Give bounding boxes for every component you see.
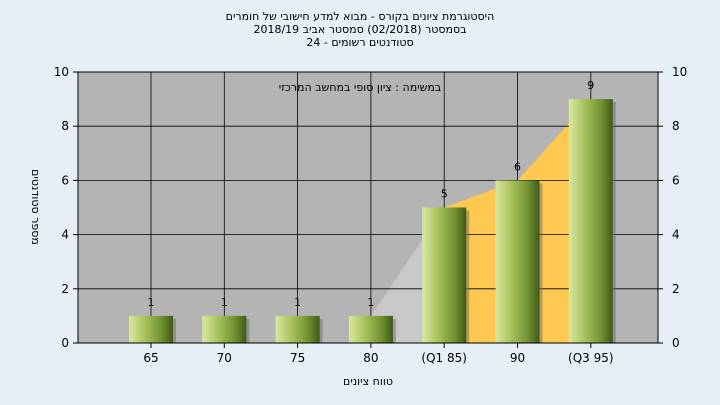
y2-tick-label: 10 bbox=[672, 65, 687, 79]
y-tick-label: 8 bbox=[61, 119, 69, 133]
bar-value-label: 6 bbox=[514, 160, 521, 173]
y-tick-label: 2 bbox=[61, 282, 69, 296]
y-axis-title: מספר סטודנטים bbox=[29, 169, 42, 245]
x-tick-label: (Q3 95) bbox=[568, 351, 614, 365]
x-axis: 65 70 75 80 (Q1 85) 90 (Q3 95) bbox=[143, 343, 614, 365]
x-tick-label: 80 bbox=[363, 351, 378, 365]
x-axis-title: טווח ציונים bbox=[343, 375, 393, 388]
y-axis-right: 0 2 4 6 8 10 bbox=[658, 65, 687, 350]
bars bbox=[129, 99, 616, 343]
chart-title-line-1: היסטוגרמת ציונים בקורס - מבוא למדע חישוב… bbox=[226, 10, 495, 23]
data-labels: 1 1 1 1 5 6 9 bbox=[148, 79, 595, 309]
bar bbox=[275, 315, 320, 343]
bar bbox=[348, 315, 393, 343]
y2-tick-label: 8 bbox=[672, 119, 680, 133]
plot-frame bbox=[77, 71, 659, 344]
y2-tick-label: 0 bbox=[672, 336, 680, 350]
y-tick-label: 6 bbox=[61, 173, 69, 187]
bar bbox=[568, 99, 613, 343]
y2-tick-label: 4 bbox=[672, 228, 680, 242]
chart-title-line-3: סטודנטים רשומים - 24 bbox=[306, 36, 413, 49]
chart-title-line-2: בסמסטר (02/2018) סמסטר אביב 2018/19 bbox=[253, 23, 466, 36]
y2-tick-label: 6 bbox=[672, 173, 680, 187]
bar bbox=[495, 180, 540, 343]
bar-value-label: 1 bbox=[367, 296, 374, 309]
bar-value-label: 1 bbox=[148, 296, 155, 309]
x-tick-label: 75 bbox=[290, 351, 305, 365]
bar bbox=[129, 315, 173, 343]
y-tick-label: 4 bbox=[61, 228, 69, 242]
x-tick-label: 90 bbox=[510, 351, 525, 365]
bar-value-label: 5 bbox=[441, 188, 448, 201]
bar-value-label: 9 bbox=[587, 79, 594, 92]
bar bbox=[202, 315, 247, 343]
bar-value-label: 1 bbox=[294, 296, 301, 309]
y-tick-label: 0 bbox=[61, 336, 69, 350]
bar bbox=[422, 207, 467, 343]
y2-tick-label: 2 bbox=[672, 282, 680, 296]
x-tick-label: 65 bbox=[143, 351, 158, 365]
x-tick-label: (Q1 85) bbox=[421, 351, 467, 365]
bar-value-label: 1 bbox=[221, 296, 228, 309]
y-axis-left: 0 2 4 6 8 10 bbox=[54, 65, 78, 350]
x-tick-label: 70 bbox=[217, 351, 232, 365]
chart-annotation: במשימה : ציון סופי במחשב המרכזי bbox=[279, 81, 442, 94]
y-tick-label: 10 bbox=[54, 65, 69, 79]
